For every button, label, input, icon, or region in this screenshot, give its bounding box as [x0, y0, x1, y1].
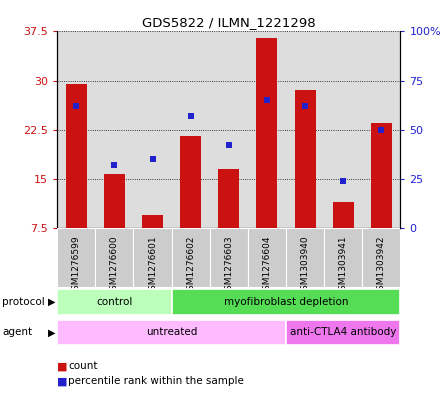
Text: myofibroblast depletion: myofibroblast depletion	[224, 297, 348, 307]
Bar	[104, 174, 125, 228]
Text: untreated: untreated	[146, 327, 197, 338]
Text: agent: agent	[2, 327, 32, 338]
Title: GDS5822 / ILMN_1221298: GDS5822 / ILMN_1221298	[142, 16, 315, 29]
Bar	[248, 228, 286, 287]
Bar	[180, 136, 201, 228]
Bar	[142, 215, 163, 228]
Bar	[218, 169, 239, 228]
Text: ▶: ▶	[48, 297, 55, 307]
Text: GSM1303941: GSM1303941	[339, 235, 348, 296]
Text: control: control	[96, 297, 132, 307]
Bar	[371, 123, 392, 228]
Text: ■: ■	[57, 376, 68, 386]
Bar	[172, 290, 400, 315]
Text: protocol: protocol	[2, 297, 45, 307]
Bar	[295, 90, 315, 228]
Text: GSM1276603: GSM1276603	[224, 235, 233, 296]
Text: GSM1276601: GSM1276601	[148, 235, 157, 296]
Text: GSM1276604: GSM1276604	[262, 235, 271, 296]
Bar	[286, 228, 324, 287]
Text: percentile rank within the sample: percentile rank within the sample	[68, 376, 244, 386]
Bar	[133, 228, 172, 287]
Bar	[57, 290, 172, 315]
Bar	[57, 228, 95, 287]
Bar	[257, 38, 278, 228]
Bar	[333, 202, 354, 228]
Bar	[286, 320, 400, 345]
Bar	[57, 320, 286, 345]
Bar	[362, 228, 400, 287]
Bar	[95, 228, 133, 287]
Text: GSM1303940: GSM1303940	[301, 235, 310, 296]
Bar	[66, 84, 87, 228]
Text: anti-CTLA4 antibody: anti-CTLA4 antibody	[290, 327, 396, 338]
Text: GSM1276602: GSM1276602	[186, 235, 195, 296]
Text: ▶: ▶	[48, 327, 55, 338]
Text: ■: ■	[57, 361, 68, 371]
Text: count: count	[68, 361, 98, 371]
Bar	[172, 228, 210, 287]
Bar	[210, 228, 248, 287]
Text: GSM1303942: GSM1303942	[377, 235, 386, 296]
Text: GSM1276600: GSM1276600	[110, 235, 119, 296]
Bar	[324, 228, 362, 287]
Text: GSM1276599: GSM1276599	[72, 235, 81, 296]
